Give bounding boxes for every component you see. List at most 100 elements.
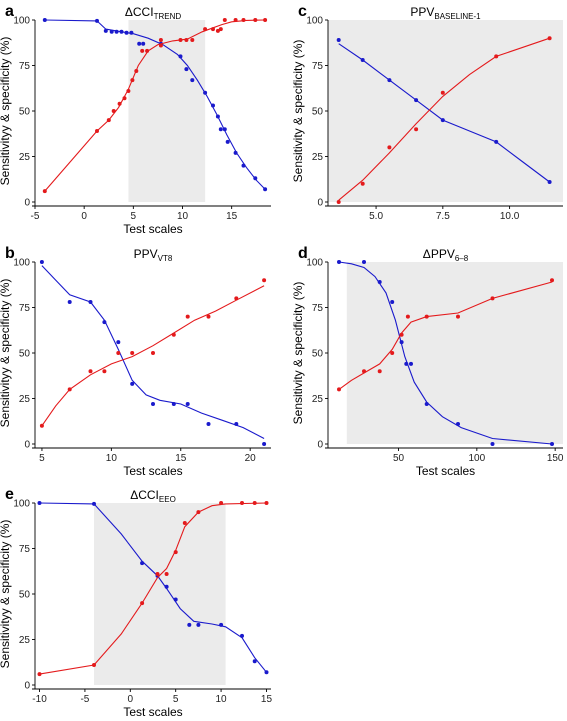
- data-point: [119, 29, 124, 34]
- x-tick-label: 100: [468, 453, 485, 464]
- data-point: [140, 601, 145, 606]
- data-point: [171, 402, 176, 406]
- data-point: [141, 41, 146, 46]
- y-tick-label: 75: [312, 61, 324, 72]
- data-point: [225, 139, 230, 144]
- data-point: [336, 200, 341, 204]
- panel-e: 0 25 50 75 100 -10 -5 0 5 10 15 ΔCCIEEO e Sensitivity…: [0, 486, 272, 719]
- y-tick-label: 50: [19, 107, 31, 118]
- data-point: [196, 622, 201, 627]
- data-point: [550, 278, 554, 283]
- data-point: [140, 48, 145, 53]
- data-point: [404, 361, 409, 366]
- data-point: [187, 622, 192, 627]
- data-point: [109, 29, 114, 34]
- data-point: [122, 96, 127, 101]
- data-point: [222, 127, 227, 132]
- data-point: [42, 189, 47, 194]
- x-tick-label: -5: [31, 211, 40, 222]
- panel-title-subscript: 6–8: [455, 254, 469, 263]
- x-axis-title: Test scales: [416, 464, 475, 478]
- panel-title: PPVVT8: [134, 247, 173, 263]
- data-point: [390, 351, 395, 355]
- data-point: [387, 78, 392, 83]
- y-tick-label: 100: [13, 499, 30, 510]
- y-tick-label: 100: [13, 258, 30, 269]
- data-point: [547, 36, 552, 41]
- panel-title-subscript: TREND: [154, 12, 182, 21]
- data-point: [39, 423, 44, 428]
- shaded-region: [328, 20, 563, 202]
- data-point: [233, 18, 238, 22]
- data-point: [37, 672, 42, 677]
- panel-title-main: PPV: [410, 5, 434, 19]
- data-point: [399, 340, 404, 345]
- x-axis-title: Test scales: [123, 464, 182, 478]
- data-point: [116, 340, 121, 345]
- panel-title: PPVBASELINE-1: [410, 5, 481, 21]
- data-point: [171, 332, 176, 337]
- y-axis-title: Sensitivity & specificity (%): [291, 282, 305, 425]
- panel-letter: d: [298, 245, 308, 262]
- data-point: [414, 127, 419, 132]
- data-point: [263, 18, 268, 22]
- y-tick-label: 100: [306, 258, 323, 269]
- y-tick-label: 50: [19, 590, 31, 601]
- x-tick-label: -5: [80, 694, 89, 705]
- data-point: [158, 43, 163, 48]
- x-tick-label: 10: [177, 211, 189, 222]
- panel-letter: e: [5, 486, 14, 503]
- data-point: [103, 28, 108, 33]
- data-point: [67, 300, 72, 304]
- x-tick-label: 10.0: [500, 211, 520, 222]
- data-point: [67, 387, 72, 392]
- data-point: [218, 27, 223, 32]
- data-point: [106, 118, 111, 123]
- data-point: [490, 442, 495, 446]
- data-point: [377, 280, 382, 284]
- panel-title: ΔCCIEEO: [130, 488, 176, 504]
- panel-title-subscript: EEO: [159, 495, 176, 504]
- data-point: [88, 300, 93, 304]
- x-tick-label: -10: [32, 694, 47, 705]
- data-point: [211, 27, 215, 32]
- x-tick-label: 0: [81, 211, 87, 222]
- data-point: [117, 101, 122, 106]
- y-tick-label: 0: [24, 681, 30, 692]
- data-point: [262, 442, 267, 446]
- data-point: [145, 48, 150, 53]
- data-point: [387, 145, 392, 150]
- data-point: [39, 260, 44, 264]
- data-point: [490, 296, 495, 301]
- x-tick-label: 5: [39, 453, 45, 464]
- data-point: [130, 78, 135, 83]
- x-tick-label: 10: [106, 453, 118, 464]
- panel-title-main: PPV: [134, 247, 158, 261]
- data-point: [218, 127, 223, 132]
- data-point: [134, 69, 139, 73]
- data-point: [88, 369, 93, 374]
- y-tick-label: 75: [19, 61, 31, 72]
- y-tick-label: 75: [19, 544, 31, 555]
- series-line: [44, 19, 266, 192]
- y-tick-label: 75: [19, 303, 31, 314]
- panel-d: 0 25 50 75 100 50 100 150 ΔPPV6–8 d Sensitivity & …: [291, 245, 564, 478]
- data-point: [140, 561, 145, 566]
- data-point: [206, 422, 211, 426]
- data-point: [95, 18, 99, 23]
- data-point: [456, 422, 460, 426]
- y-tick-label: 25: [19, 152, 31, 163]
- data-point: [114, 29, 119, 34]
- x-tick-label: 15: [175, 453, 187, 464]
- y-axis-title: Sensitivityy & specificity (%): [0, 520, 12, 669]
- data-point: [252, 501, 257, 505]
- data-point: [547, 180, 552, 184]
- x-tick-label: 150: [547, 453, 564, 464]
- series-line: [41, 265, 265, 439]
- data-point: [337, 260, 341, 264]
- data-point: [190, 38, 195, 42]
- data-point: [399, 332, 404, 337]
- data-point: [424, 314, 429, 319]
- panel-title: ΔPPV6–8: [423, 247, 469, 263]
